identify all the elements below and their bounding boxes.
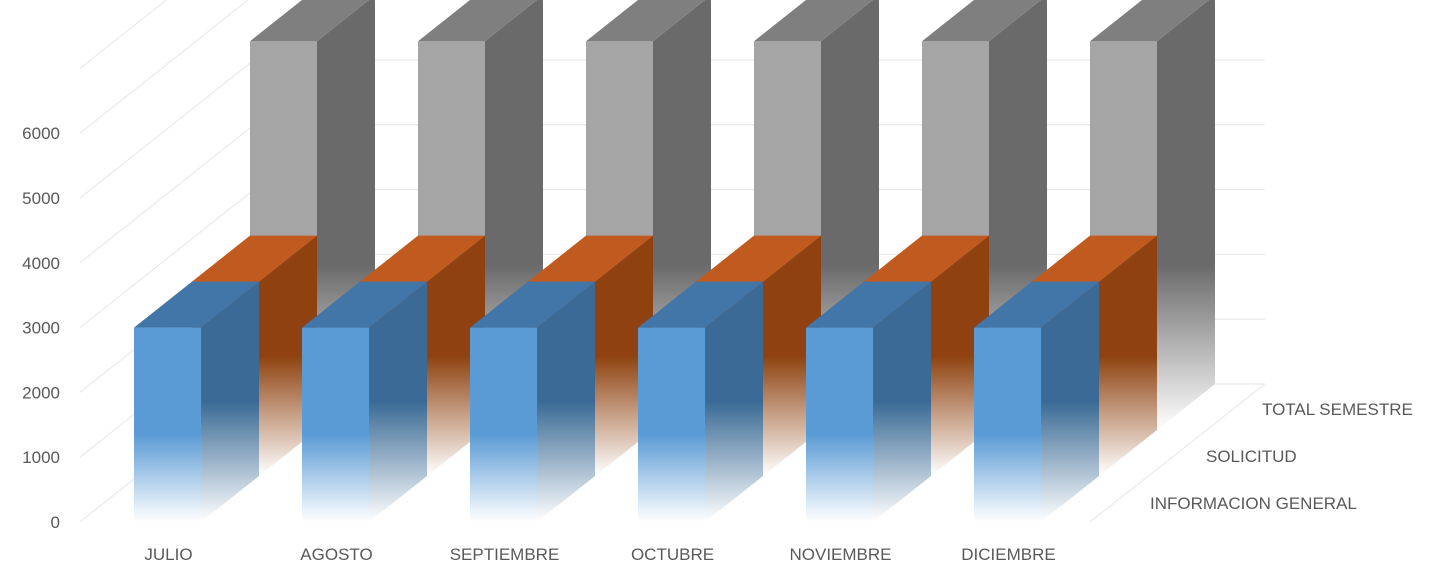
bar-top-face [1032,235,1157,282]
bar-top-face [250,0,369,42]
bar-side-face [873,281,931,522]
x-tick-label: JULIO [144,545,192,564]
x-tick-label: AGOSTO [300,545,372,564]
bar-top-face [418,0,537,42]
y-tick-label: 4000 [22,254,60,273]
y-tick-label: 6000 [22,124,60,143]
bar-front-face [638,327,705,522]
bar-front-face [470,327,537,522]
x-tick-label: OCTUBRE [631,545,714,564]
bar-informacion-general-noviembre [806,281,931,522]
x-tick-label: NOVIEMBRE [789,545,891,564]
bar-top-face [1090,0,1209,42]
y-tick-label: 0 [51,513,60,532]
bar-side-face [705,281,763,522]
bar-side-face [537,281,595,522]
bar-top-face [864,235,989,282]
x-axis: JULIO AGOSTO SEPTIEMBRE OCTUBRE NOVIEMBRE DIC… [144,545,1055,564]
bar-top-face [974,281,1099,328]
bar-top-face [134,281,259,328]
y-tick-label: 3000 [22,319,60,338]
series-label: INFORMACION GENERAL [1150,494,1357,513]
bar-top-face [470,281,595,328]
bar-top-face [586,0,705,42]
bar-top-face [696,235,821,282]
bar-informacion-general-septiembre [470,281,595,522]
bar-informacion-general-agosto [302,281,427,522]
series-label: SOLICITUD [1206,447,1297,466]
floor-right-edge [1089,383,1266,523]
bar-top-face [302,281,427,328]
y-axis: 0 1000 2000 3000 4000 5000 6000 [22,124,60,532]
gridline-side [79,189,255,328]
x-tick-label: DICIEMBRE [961,545,1055,564]
bar-front-face [302,327,369,522]
bar-side-face [201,281,259,522]
bar-front-face [134,327,201,522]
y-tick-label: 5000 [22,189,60,208]
bar-side-face [1157,0,1215,430]
gridline-side [79,124,255,264]
bar-side-face [369,281,427,522]
x-tick-label: SEPTIEMBRE [450,545,560,564]
gridline-side [79,0,168,69]
bar-top-face [192,235,317,282]
bar-side-face [1041,281,1099,522]
depth-axis: INFORMACION GENERAL SOLICITUD TOTAL SEMEST… [1150,400,1413,513]
y-tick-label: 2000 [22,383,60,402]
bar-side-face [1099,235,1157,476]
bar-top-face [754,0,873,42]
gridline-side [79,59,255,199]
bar-top-face [638,281,763,328]
bar-front-face [806,327,873,522]
bar-top-face [360,235,485,282]
bar-top-face [528,235,653,282]
gridline-side [79,0,249,134]
bar-informacion-general-julio [134,281,259,522]
bar-top-face [922,0,1041,42]
bars [134,0,1215,522]
bar-top-face [806,281,931,328]
bar-informacion-general-diciembre [974,281,1099,522]
bar-front-face [974,327,1041,522]
y-tick-label: 1000 [22,448,60,467]
series-label: TOTAL SEMESTRE [1262,400,1413,419]
bar-informacion-general-octubre [638,281,763,522]
